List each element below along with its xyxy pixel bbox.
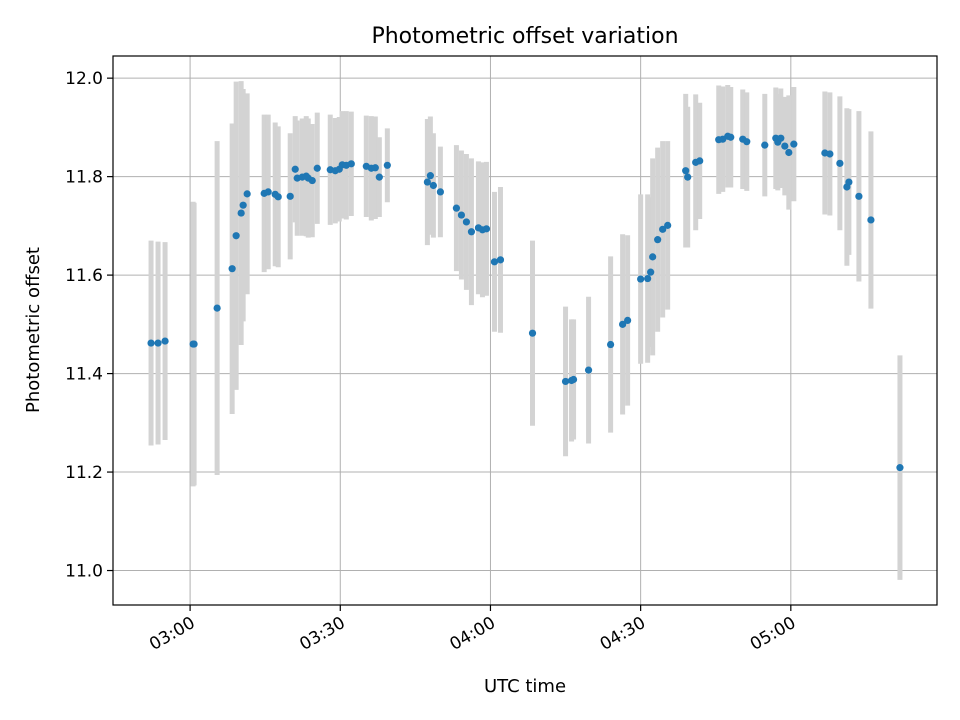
x-ticks: 03:00 03:30 04:00 04:30 05:00 bbox=[146, 605, 799, 655]
y-tick-label: 11.2 bbox=[65, 463, 103, 483]
data-point bbox=[607, 340, 615, 349]
data-point bbox=[855, 192, 863, 200]
y-ticks: 11.0 11.2 11.4 11.6 11.8 12.0 bbox=[65, 69, 113, 582]
data-point bbox=[482, 225, 491, 233]
data-point bbox=[264, 188, 272, 196]
data-point bbox=[619, 320, 627, 328]
x-tick-label: 03:30 bbox=[296, 613, 348, 655]
data-point bbox=[237, 209, 245, 217]
data-point bbox=[313, 164, 321, 172]
chart-title: Photometric offset variation bbox=[371, 24, 678, 49]
data-point bbox=[836, 159, 844, 167]
data-point bbox=[154, 339, 162, 347]
data-point bbox=[659, 225, 667, 233]
y-axis-label: Photometric offset bbox=[23, 247, 44, 413]
data-point bbox=[637, 275, 645, 283]
data-point bbox=[826, 150, 834, 158]
data-point bbox=[664, 221, 672, 229]
data-point bbox=[777, 134, 785, 142]
data-point bbox=[845, 178, 853, 186]
data-point bbox=[624, 316, 632, 325]
plot-frame bbox=[112, 55, 938, 606]
error-bars bbox=[148, 81, 903, 580]
data-points bbox=[147, 132, 904, 472]
data-point bbox=[291, 165, 299, 173]
data-point bbox=[213, 304, 221, 312]
data-point bbox=[347, 160, 355, 168]
data-point bbox=[286, 192, 294, 200]
data-point bbox=[274, 193, 282, 201]
data-point bbox=[790, 140, 798, 148]
y-tick-label: 11.4 bbox=[65, 365, 103, 385]
x-tick-label: 04:00 bbox=[447, 613, 499, 655]
data-point bbox=[684, 173, 692, 181]
data-point bbox=[682, 167, 690, 175]
data-point bbox=[467, 228, 476, 236]
data-point bbox=[569, 375, 578, 384]
data-point bbox=[647, 268, 655, 276]
data-point bbox=[785, 148, 793, 157]
data-point bbox=[232, 232, 240, 240]
data-point bbox=[243, 190, 251, 198]
data-point bbox=[161, 337, 169, 345]
data-point bbox=[308, 176, 316, 185]
data-point bbox=[654, 236, 662, 244]
data-point bbox=[371, 164, 379, 172]
data-point bbox=[896, 464, 904, 472]
data-point bbox=[761, 141, 769, 149]
data-point bbox=[644, 274, 652, 283]
data-point bbox=[452, 204, 461, 212]
data-point bbox=[190, 340, 198, 348]
data-point bbox=[375, 173, 383, 181]
data-point bbox=[490, 258, 499, 266]
data-point bbox=[147, 339, 155, 347]
data-point bbox=[383, 161, 391, 169]
x-tick-label: 03:00 bbox=[146, 613, 198, 655]
y-tick-label: 11.0 bbox=[65, 562, 103, 582]
data-point bbox=[561, 377, 570, 386]
data-point bbox=[743, 138, 751, 146]
x-tick-label: 04:30 bbox=[597, 613, 649, 655]
data-point bbox=[457, 211, 466, 219]
data-point bbox=[228, 265, 236, 273]
data-point bbox=[436, 188, 444, 196]
data-point bbox=[584, 366, 593, 374]
y-tick-label: 11.6 bbox=[65, 266, 103, 286]
data-point bbox=[423, 178, 431, 186]
data-point bbox=[727, 133, 735, 141]
y-tick-label: 11.8 bbox=[65, 168, 103, 188]
x-tick-label: 05:00 bbox=[747, 613, 799, 655]
data-point bbox=[496, 256, 505, 264]
y-tick-label: 12.0 bbox=[65, 69, 103, 89]
data-point bbox=[528, 329, 537, 337]
data-point bbox=[867, 216, 875, 224]
data-point bbox=[426, 172, 434, 180]
data-point bbox=[781, 142, 789, 150]
data-point bbox=[649, 253, 657, 261]
data-point bbox=[462, 218, 471, 226]
data-point bbox=[429, 181, 437, 190]
data-point bbox=[696, 157, 704, 165]
data-point bbox=[239, 201, 247, 209]
x-axis-label: UTC time bbox=[484, 676, 566, 697]
